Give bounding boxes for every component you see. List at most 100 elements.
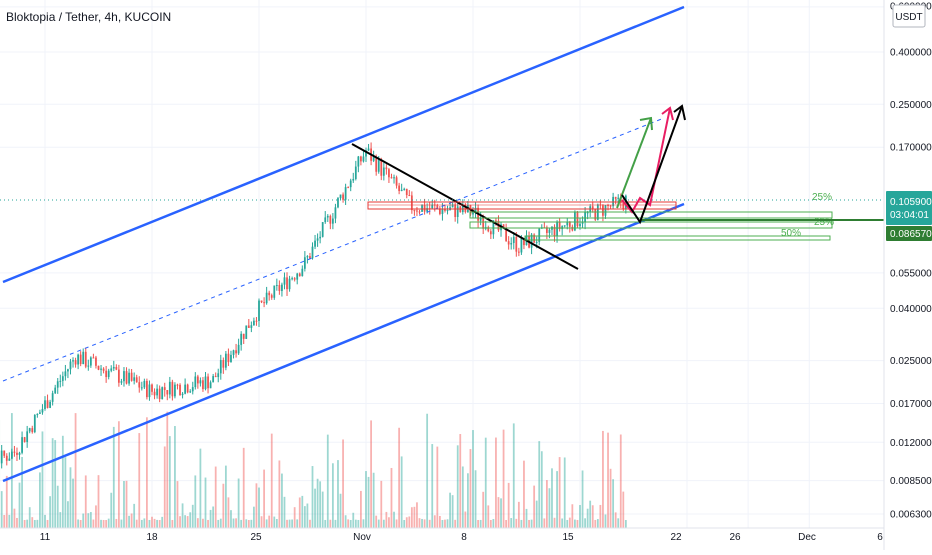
volume-bar: [31, 517, 33, 528]
price-tick-label: 0.250000: [890, 100, 932, 111]
candle-body: [138, 382, 140, 387]
volume-bar: [103, 520, 105, 528]
candle-body: [217, 373, 219, 377]
volume-bar: [357, 520, 359, 528]
volume-bar: [498, 497, 500, 528]
candle-body: [146, 381, 148, 397]
price-tick-label: 0.006300: [890, 510, 932, 521]
volume-bar: [363, 519, 365, 528]
candle-body: [571, 227, 573, 231]
candle-body: [100, 369, 102, 370]
candle-body: [77, 355, 79, 365]
volume-bar: [439, 516, 441, 528]
candle-body: [317, 238, 319, 240]
volume-bar: [564, 457, 566, 528]
candle-body: [289, 279, 291, 289]
volume-bar: [332, 463, 334, 528]
volume-bar: [268, 516, 270, 528]
volume-bar: [543, 518, 545, 528]
volume-bar: [278, 460, 280, 528]
volume-bar: [526, 509, 528, 528]
candle-body: [44, 400, 46, 409]
volume-bar: [373, 473, 375, 528]
volume-bar: [574, 520, 576, 528]
candle-body: [421, 205, 423, 212]
volume-bar: [93, 520, 95, 528]
candle-body: [19, 453, 21, 455]
volume-bar: [444, 520, 446, 528]
candle-body: [108, 371, 110, 377]
volume-bar: [533, 486, 535, 528]
candle-body: [301, 269, 303, 276]
volume-bar: [340, 494, 342, 528]
volume-bar: [138, 433, 140, 528]
volume-bar: [210, 510, 212, 528]
candle-body: [335, 207, 337, 218]
candle-body: [342, 195, 344, 200]
candle-body: [205, 377, 207, 390]
volume-bar: [258, 488, 260, 528]
candle-body: [271, 295, 273, 298]
candle-body: [42, 409, 44, 413]
volume-bar: [281, 474, 283, 528]
candle-body: [230, 355, 232, 362]
candle-body: [174, 385, 176, 397]
volume-bar: [164, 446, 166, 528]
volume-bar: [90, 512, 92, 528]
candle-body: [582, 222, 584, 223]
volume-bar: [64, 457, 66, 528]
candle-body: [39, 412, 41, 413]
volume-bar: [319, 481, 321, 528]
price-tick-label: 0.055000: [890, 268, 932, 279]
volume-bar: [414, 507, 416, 528]
candle-body: [566, 222, 568, 225]
volume-bar: [29, 507, 31, 528]
candle-body: [87, 366, 89, 367]
volume-bar: [108, 519, 110, 528]
volume-bar: [408, 516, 410, 528]
volume-bar: [296, 519, 298, 528]
volume-bar: [515, 519, 517, 528]
volume-bar: [615, 512, 617, 528]
candle-body: [569, 222, 571, 227]
candle-body: [268, 293, 270, 295]
candle-body: [617, 198, 619, 199]
candle-body: [360, 157, 362, 162]
candle-body: [159, 389, 161, 399]
volume-bar: [462, 466, 464, 528]
candle-body: [536, 242, 538, 243]
volume-bar: [622, 492, 624, 528]
volume-bar: [485, 438, 487, 528]
candle-body: [347, 187, 349, 188]
volume-bar: [312, 466, 314, 528]
candle-body: [319, 237, 321, 238]
candle-body: [454, 204, 456, 217]
candle-body: [442, 209, 444, 214]
volume-bar: [322, 492, 324, 528]
candle-body: [380, 160, 382, 176]
candle-body: [490, 231, 492, 234]
volume-bar: [559, 457, 561, 528]
volume-bar: [424, 519, 426, 528]
volume-bar: [380, 481, 382, 528]
volume-bar: [146, 417, 148, 528]
candle-body: [16, 453, 18, 455]
volume-bar: [599, 505, 601, 528]
candle-body: [332, 219, 334, 224]
candle-body: [207, 377, 209, 389]
volume-bar: [475, 470, 477, 528]
volume-bar: [368, 477, 370, 528]
volume-bar: [171, 520, 173, 528]
channel-midline: [3, 118, 664, 381]
candle-body: [72, 360, 74, 361]
volume-bar: [579, 505, 581, 528]
volume-bar: [454, 520, 456, 528]
volume-bar: [551, 468, 553, 528]
volume-bar: [510, 518, 512, 528]
candle-body: [202, 380, 204, 389]
candle-body: [375, 157, 377, 172]
candle-body: [337, 198, 339, 207]
